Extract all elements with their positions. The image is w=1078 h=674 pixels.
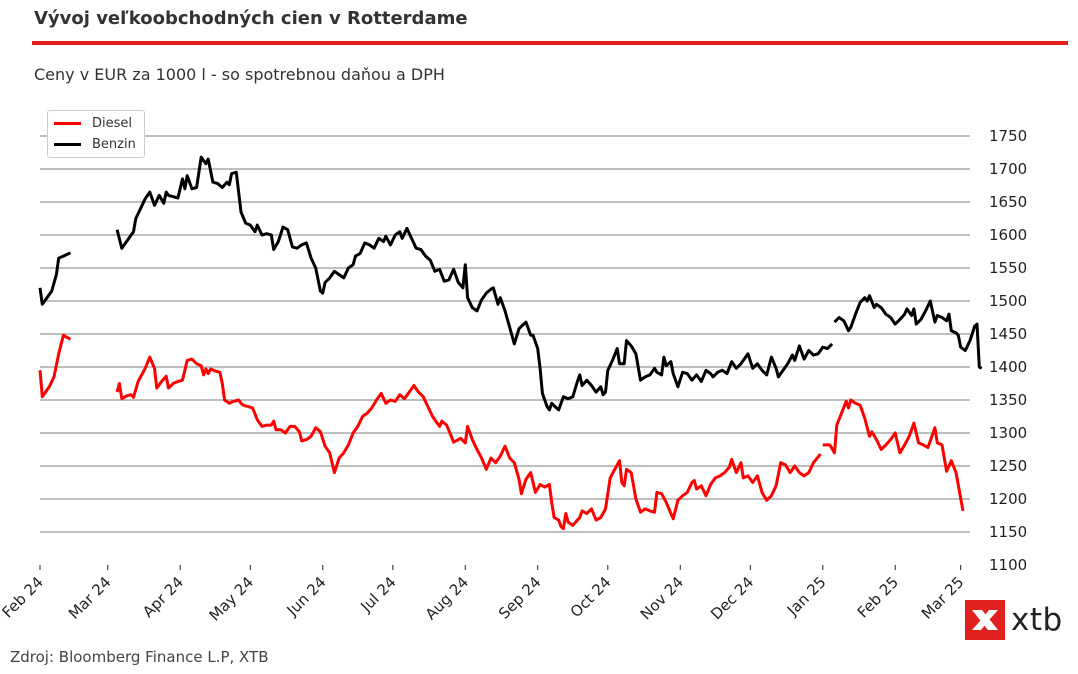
legend-item-diesel: Diesel: [54, 114, 132, 132]
x-tick-label: Jul 24: [357, 573, 400, 616]
x-tick-label: May 24: [206, 573, 258, 625]
chart-title: Vývoj veľkoobchodných cien v Rotterdame: [34, 8, 468, 29]
y-tick-label: 1100: [989, 556, 1027, 574]
y-tick-label: 1350: [989, 391, 1027, 409]
y-tick-label: 1450: [989, 325, 1027, 343]
legend-label-diesel: Diesel: [92, 115, 133, 131]
x-tick-label: Jun 24: [283, 573, 330, 620]
x-tick-label: Nov 24: [637, 573, 687, 623]
x-tick-label: Oct 24: [567, 573, 615, 621]
y-tick-label: 1400: [989, 358, 1027, 376]
y-tick-label: 1250: [989, 457, 1027, 475]
legend-label-benzin: Benzin: [92, 136, 136, 152]
y-tick-label: 1200: [989, 490, 1027, 508]
x-tick-label: Aug 24: [422, 573, 472, 623]
y-tick-label: 1300: [989, 424, 1027, 442]
title-underline: [32, 41, 1068, 45]
y-tick-label: 1750: [989, 127, 1027, 145]
y-tick-label: 1600: [989, 226, 1027, 244]
xtb-logo: xtb: [965, 600, 1063, 640]
x-tick-label: Sep 24: [495, 573, 545, 623]
legend-swatch-diesel: [54, 121, 81, 125]
x-tick-label: Feb 24: [0, 573, 47, 621]
xtb-x-logo-icon: [965, 600, 1005, 640]
y-tick-label: 1500: [989, 292, 1027, 310]
x-tick-label: Jan 25: [783, 573, 830, 620]
y-tick-label: 1550: [989, 259, 1027, 277]
legend-swatch-benzin: [54, 142, 81, 146]
x-tick-label: Mar 25: [918, 573, 968, 623]
legend-item-benzin: Benzin: [54, 135, 136, 153]
x-tick-label: Mar 24: [65, 573, 115, 623]
y-tick-label: 1650: [989, 193, 1027, 211]
legend: Diesel Benzin: [47, 110, 145, 158]
x-tick-label: Dec 24: [707, 573, 757, 623]
series-line-benzin: [38, 155, 983, 412]
logo-text: xtb: [1011, 602, 1063, 638]
source-note: Zdroj: Bloomberg Finance L.P, XTB: [10, 648, 269, 666]
y-tick-label: 1150: [989, 523, 1027, 541]
x-tick-label: Apr 24: [139, 573, 187, 621]
x-tick-label: Feb 25: [854, 573, 902, 621]
chart-subtitle: Ceny v EUR za 1000 l - so spotrebnou daň…: [34, 65, 445, 84]
y-tick-label: 1700: [989, 160, 1027, 178]
series-line-diesel: [38, 333, 965, 531]
